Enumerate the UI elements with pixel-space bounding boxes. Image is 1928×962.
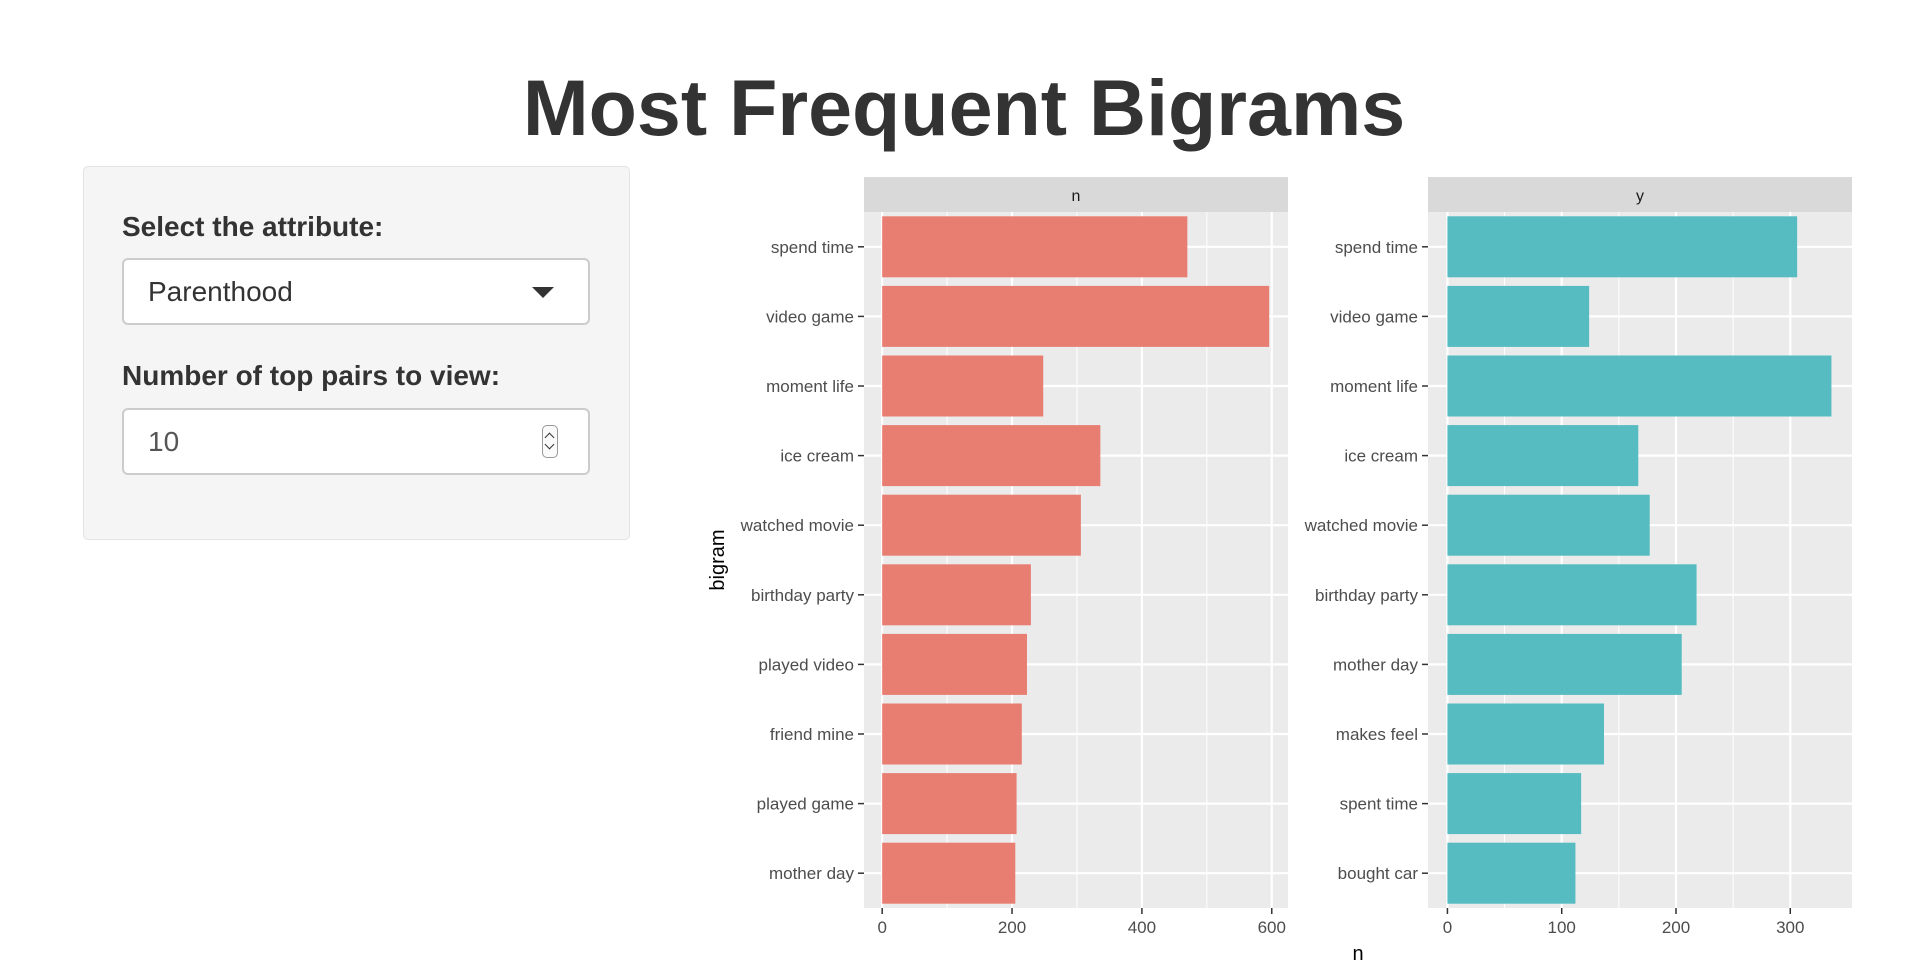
y-tick-label: video game — [766, 307, 854, 326]
bar — [882, 703, 1022, 765]
x-tick-label: 600 — [1258, 918, 1286, 937]
sidebar-panel: Select the attribute: Parenthood Number … — [83, 166, 630, 540]
y-tick-label: ice cream — [780, 447, 854, 466]
bar — [882, 564, 1031, 626]
bar — [1447, 216, 1798, 278]
y-tick-label: birthday party — [1315, 586, 1418, 605]
attribute-select-value: Parenthood — [148, 276, 293, 307]
attribute-label: Select the attribute: — [122, 211, 384, 242]
x-tick-label: 0 — [877, 918, 886, 937]
x-tick-label: 200 — [998, 918, 1026, 937]
bar — [1447, 425, 1639, 487]
bar — [1447, 494, 1650, 556]
bar — [1447, 285, 1590, 347]
y-tick-label: spent time — [1340, 795, 1418, 814]
bar — [1447, 633, 1682, 695]
bar — [882, 285, 1270, 347]
x-axis-title: n — [1352, 943, 1363, 962]
y-tick-label: friend mine — [770, 725, 854, 744]
x-tick-label: 0 — [1443, 918, 1452, 937]
facet-strip — [1428, 177, 1852, 212]
caret-down-icon[interactable] — [532, 287, 554, 298]
bar — [882, 425, 1101, 487]
bar — [882, 216, 1188, 278]
y-tick-label: watched movie — [1304, 516, 1418, 535]
y-tick-label: ice cream — [1344, 447, 1418, 466]
pairs-label: Number of top pairs to view: — [122, 360, 501, 391]
y-tick-label: spend time — [771, 238, 854, 257]
bar — [882, 355, 1044, 417]
pairs-number-input[interactable]: 10 — [122, 408, 590, 475]
bar — [1447, 355, 1832, 417]
y-axis-title: bigram — [707, 529, 729, 590]
bar — [1447, 703, 1604, 765]
facet-strip-label: y — [1636, 188, 1644, 205]
bar — [1447, 564, 1697, 626]
bar — [1447, 773, 1582, 835]
x-tick-label: 400 — [1128, 918, 1156, 937]
y-tick-label: moment life — [766, 377, 854, 396]
y-tick-label: birthday party — [751, 586, 854, 605]
x-tick-label: 200 — [1662, 918, 1690, 937]
facet-strip — [864, 177, 1288, 212]
x-tick-label: 100 — [1548, 918, 1576, 937]
bar — [1447, 842, 1576, 904]
y-tick-label: played video — [759, 655, 854, 674]
y-tick-label: mother day — [769, 864, 855, 883]
y-tick-label: video game — [1330, 307, 1418, 326]
bar — [882, 494, 1081, 556]
facet-strip-label: n — [1072, 188, 1081, 205]
y-tick-label: mother day — [1333, 655, 1419, 674]
y-tick-label: moment life — [1330, 377, 1418, 396]
attribute-select[interactable]: Parenthood — [122, 258, 590, 325]
y-tick-label: played game — [757, 795, 854, 814]
y-tick-label: spend time — [1335, 238, 1418, 257]
y-tick-label: watched movie — [740, 516, 854, 535]
y-tick-label: bought car — [1338, 864, 1419, 883]
x-tick-label: 300 — [1776, 918, 1804, 937]
spinner-icon[interactable] — [542, 425, 558, 458]
bar — [882, 633, 1027, 695]
y-tick-label: makes feel — [1336, 725, 1418, 744]
bar — [882, 842, 1016, 904]
page-title: Most Frequent Bigrams — [522, 63, 1406, 152]
bar — [882, 773, 1017, 835]
pairs-number-value: 10 — [148, 426, 180, 457]
